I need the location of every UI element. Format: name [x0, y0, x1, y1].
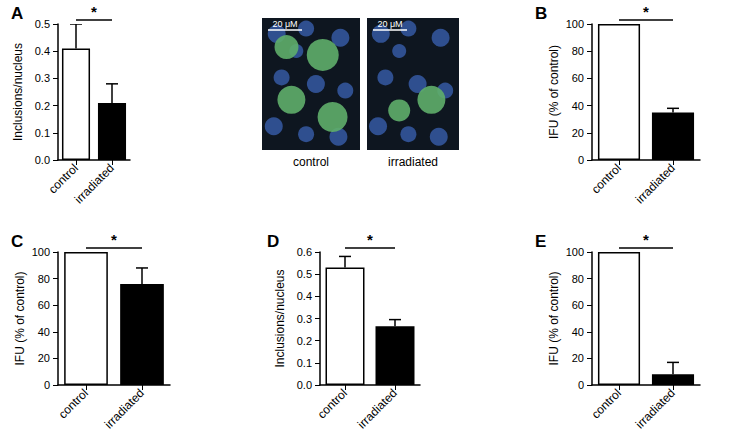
svg-text:0.4: 0.4: [35, 45, 50, 57]
svg-text:40: 40: [38, 326, 50, 338]
svg-text:IFU (% of control): IFU (% of control): [13, 271, 27, 365]
svg-text:0.3: 0.3: [35, 72, 50, 84]
svg-text:0.1: 0.1: [35, 127, 50, 139]
svg-text:irradiated: irradiated: [102, 386, 147, 431]
svg-text:0: 0: [44, 379, 50, 391]
svg-text:20: 20: [572, 127, 584, 139]
svg-text:*: *: [643, 231, 649, 248]
svg-text:0.3: 0.3: [297, 313, 312, 325]
svg-text:irradiated: irradiated: [388, 155, 438, 169]
svg-text:60: 60: [572, 72, 584, 84]
svg-text:control: control: [293, 155, 329, 169]
svg-text:control: control: [589, 161, 624, 196]
svg-text:irradiated: irradiated: [633, 161, 678, 206]
svg-text:20 μM: 20 μM: [272, 19, 297, 29]
svg-text:control: control: [45, 161, 81, 197]
svg-text:*: *: [91, 3, 97, 20]
svg-text:0.0: 0.0: [35, 154, 50, 166]
svg-text:0.1: 0.1: [297, 357, 312, 369]
svg-text:D: D: [267, 232, 279, 251]
svg-text:80: 80: [572, 45, 584, 57]
svg-text:irradiated: irradiated: [72, 161, 117, 206]
svg-text:0.6: 0.6: [297, 246, 312, 258]
svg-text:E: E: [535, 232, 546, 251]
svg-text:*: *: [111, 231, 117, 248]
svg-text:0: 0: [578, 379, 584, 391]
svg-text:A: A: [11, 4, 23, 23]
svg-text:*: *: [643, 3, 649, 20]
svg-text:B: B: [535, 4, 547, 23]
svg-text:0.0: 0.0: [297, 379, 312, 391]
svg-text:100: 100: [566, 246, 584, 258]
svg-text:control: control: [56, 386, 91, 421]
svg-text:Inclusions/nucleus: Inclusions/nucleus: [11, 43, 25, 141]
svg-text:control: control: [589, 386, 624, 421]
svg-text:IFU (% of control): IFU (% of control): [547, 45, 561, 139]
svg-text:0.4: 0.4: [297, 290, 312, 302]
svg-text:0.5: 0.5: [297, 268, 312, 280]
svg-text:C: C: [11, 232, 23, 251]
svg-text:IFU (% of control): IFU (% of control): [547, 271, 561, 365]
svg-text:60: 60: [38, 299, 50, 311]
svg-text:control: control: [315, 386, 350, 421]
svg-text:*: *: [367, 231, 373, 248]
svg-text:40: 40: [572, 100, 584, 112]
svg-text:40: 40: [572, 326, 584, 338]
svg-text:Inclusions/nucleus: Inclusions/nucleus: [273, 269, 287, 367]
svg-text:60: 60: [572, 299, 584, 311]
svg-text:20: 20: [572, 352, 584, 364]
svg-text:100: 100: [32, 246, 50, 258]
svg-text:80: 80: [572, 273, 584, 285]
svg-text:irradiated: irradiated: [633, 386, 678, 431]
svg-text:0.2: 0.2: [297, 335, 312, 347]
svg-text:0: 0: [578, 154, 584, 166]
svg-text:0.2: 0.2: [35, 100, 50, 112]
svg-text:irradiated: irradiated: [355, 386, 400, 431]
svg-text:0.5: 0.5: [35, 18, 50, 30]
svg-text:80: 80: [38, 273, 50, 285]
svg-text:100: 100: [566, 18, 584, 30]
svg-text:20: 20: [38, 352, 50, 364]
svg-text:20 μM: 20 μM: [377, 19, 402, 29]
